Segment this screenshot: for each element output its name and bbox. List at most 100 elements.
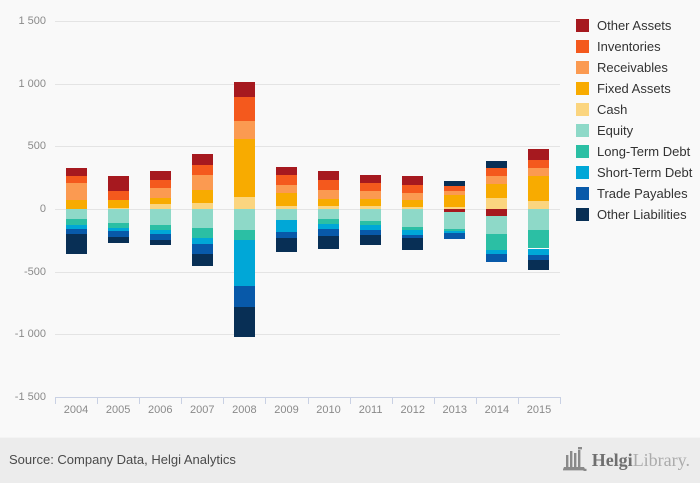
bar-segment-cash[interactable] xyxy=(107,207,129,209)
bar-segment-equity[interactable] xyxy=(528,209,550,231)
bar-segment-other_assets[interactable] xyxy=(275,166,297,176)
bar-segment-equity[interactable] xyxy=(444,211,466,230)
bar-segment-short_term_debt[interactable] xyxy=(233,240,255,287)
bar-segment-cash[interactable] xyxy=(486,198,508,209)
bar-segment-receivables[interactable] xyxy=(275,185,297,194)
bar-segment-fixed_assets[interactable] xyxy=(360,198,382,207)
bar-segment-fixed_assets[interactable] xyxy=(233,138,255,198)
bar-segment-fixed_assets[interactable] xyxy=(191,190,213,204)
bar-segment-trade_payables[interactable] xyxy=(275,231,297,239)
bar-segment-short_term_debt[interactable] xyxy=(486,250,508,254)
bar-segment-receivables[interactable] xyxy=(149,187,171,198)
bar-segment-inventories[interactable] xyxy=(486,167,508,176)
bar-segment-other_assets[interactable] xyxy=(360,175,382,184)
bar-segment-other_liabilities[interactable] xyxy=(318,235,340,250)
bar-segment-trade_payables[interactable] xyxy=(65,228,87,234)
bar-segment-inventories[interactable] xyxy=(107,191,129,200)
legend-item-cash[interactable]: Cash xyxy=(576,99,692,120)
bar-segment-trade_payables[interactable] xyxy=(528,254,550,261)
bar-segment-cash[interactable] xyxy=(360,206,382,209)
bar-segment-inventories[interactable] xyxy=(233,97,255,121)
legend-item-long_term_debt[interactable]: Long-Term Debt xyxy=(576,141,692,162)
bar-segment-fixed_assets[interactable] xyxy=(318,198,340,206)
bar-segment-other_liabilities[interactable] xyxy=(191,254,213,267)
bar-segment-fixed_assets[interactable] xyxy=(107,199,129,208)
legend-item-trade_payables[interactable]: Trade Payables xyxy=(576,183,692,204)
bar-segment-cash[interactable] xyxy=(191,203,213,209)
bar-segment-other_assets[interactable] xyxy=(191,153,213,166)
bar-segment-equity[interactable] xyxy=(318,209,340,220)
bar-segment-other_assets[interactable] xyxy=(65,167,87,177)
bar-segment-receivables[interactable] xyxy=(486,175,508,184)
bar-segment-fixed_assets[interactable] xyxy=(149,197,171,204)
bar-segment-other_assets[interactable] xyxy=(107,175,129,192)
bar-segment-fixed_assets[interactable] xyxy=(65,199,87,209)
bar-segment-fixed_assets[interactable] xyxy=(275,193,297,206)
bar-segment-short_term_debt[interactable] xyxy=(149,230,171,235)
bar-segment-other_liabilities[interactable] xyxy=(107,237,129,243)
bar-segment-inventories[interactable] xyxy=(402,184,424,193)
bar-segment-cash[interactable] xyxy=(233,197,255,209)
bar-segment-inventories[interactable] xyxy=(444,185,466,191)
bar-segment-other_assets[interactable] xyxy=(528,148,550,161)
bar-segment-inventories[interactable] xyxy=(528,160,550,169)
bar-segment-long_term_debt[interactable] xyxy=(191,227,213,238)
bar-segment-fixed_assets[interactable] xyxy=(444,194,466,208)
legend-item-other_assets[interactable]: Other Assets xyxy=(576,15,692,36)
bar-segment-receivables[interactable] xyxy=(233,120,255,139)
bar-segment-equity[interactable] xyxy=(275,209,297,221)
legend-item-short_term_debt[interactable]: Short-Term Debt xyxy=(576,162,692,183)
bar-segment-inventories[interactable] xyxy=(149,180,171,188)
bar-segment-receivables[interactable] xyxy=(65,183,87,200)
legend-item-receivables[interactable]: Receivables xyxy=(576,57,692,78)
bar-segment-trade_payables[interactable] xyxy=(233,286,255,307)
bar-segment-inventories[interactable] xyxy=(65,176,87,184)
bar-segment-other_liabilities[interactable] xyxy=(149,240,171,246)
bar-segment-long_term_debt[interactable] xyxy=(360,220,382,225)
bar-segment-receivables[interactable] xyxy=(444,190,466,195)
bar-segment-equity[interactable] xyxy=(65,209,87,220)
bar-segment-receivables[interactable] xyxy=(402,192,424,201)
bar-segment-equity[interactable] xyxy=(191,209,213,228)
bar-segment-fixed_assets[interactable] xyxy=(486,183,508,199)
legend-item-equity[interactable]: Equity xyxy=(576,120,692,141)
bar-segment-other_liabilities[interactable] xyxy=(528,260,550,271)
bar-segment-cash[interactable] xyxy=(444,207,466,209)
bar-segment-long_term_debt[interactable] xyxy=(318,219,340,225)
legend-item-other_liabilities[interactable]: Other Liabilities xyxy=(576,204,692,225)
bar-segment-cash[interactable] xyxy=(275,205,297,209)
bar-segment-cash[interactable] xyxy=(149,203,171,209)
bar-segment-other_liabilities[interactable] xyxy=(275,238,297,252)
bar-segment-long_term_debt[interactable] xyxy=(65,219,87,226)
bar-segment-other_liabilities[interactable] xyxy=(444,180,466,186)
bar-segment-other_liabilities[interactable] xyxy=(360,234,382,245)
bar-segment-equity[interactable] xyxy=(233,209,255,231)
bar-segment-other_assets[interactable] xyxy=(486,209,508,216)
bar-segment-short_term_debt[interactable] xyxy=(65,225,87,229)
bar-segment-other_assets[interactable] xyxy=(402,175,424,185)
bar-segment-trade_payables[interactable] xyxy=(402,234,424,239)
bar-segment-long_term_debt[interactable] xyxy=(402,227,424,231)
bar-segment-long_term_debt[interactable] xyxy=(528,230,550,249)
bar-segment-equity[interactable] xyxy=(486,215,508,235)
bar-segment-long_term_debt[interactable] xyxy=(107,222,129,228)
bar-segment-trade_payables[interactable] xyxy=(444,232,466,240)
bar-segment-cash[interactable] xyxy=(528,201,550,209)
bar-segment-trade_payables[interactable] xyxy=(107,230,129,238)
bar-segment-fixed_assets[interactable] xyxy=(402,200,424,208)
bar-segment-other_assets[interactable] xyxy=(444,209,466,212)
bar-segment-equity[interactable] xyxy=(107,209,129,223)
bar-segment-other_liabilities[interactable] xyxy=(65,233,87,254)
bar-segment-other_assets[interactable] xyxy=(149,170,171,181)
bar-segment-trade_payables[interactable] xyxy=(149,234,171,241)
bar-segment-short_term_debt[interactable] xyxy=(318,224,340,230)
legend-item-fixed_assets[interactable]: Fixed Assets xyxy=(576,78,692,99)
bar-segment-trade_payables[interactable] xyxy=(360,229,382,235)
bar-segment-trade_payables[interactable] xyxy=(486,253,508,263)
bar-segment-trade_payables[interactable] xyxy=(318,229,340,236)
bar-segment-long_term_debt[interactable] xyxy=(444,229,466,231)
bar-segment-receivables[interactable] xyxy=(318,190,340,199)
bar-segment-short_term_debt[interactable] xyxy=(402,230,424,235)
bar-segment-other_assets[interactable] xyxy=(318,171,340,180)
bar-segment-long_term_debt[interactable] xyxy=(486,234,508,251)
